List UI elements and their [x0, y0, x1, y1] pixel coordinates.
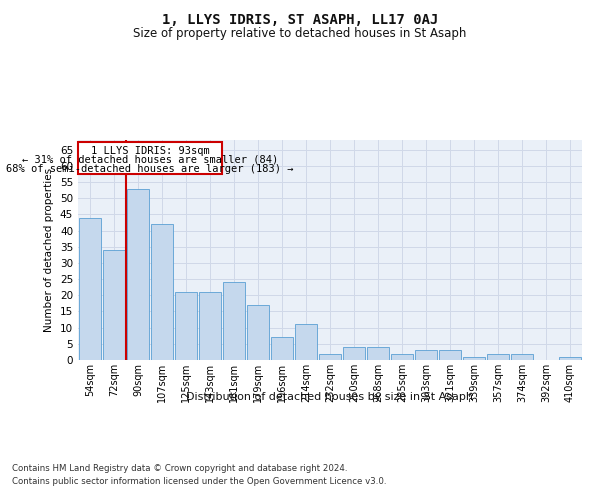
Bar — [103, 250, 125, 360]
Bar — [559, 357, 581, 360]
Bar — [367, 347, 389, 360]
Bar — [79, 142, 221, 174]
Text: 1 LLYS IDRIS: 93sqm: 1 LLYS IDRIS: 93sqm — [91, 146, 209, 156]
Bar — [439, 350, 461, 360]
Bar — [271, 338, 293, 360]
Y-axis label: Number of detached properties: Number of detached properties — [44, 168, 55, 332]
Bar — [247, 305, 269, 360]
Bar — [199, 292, 221, 360]
Bar — [175, 292, 197, 360]
Bar — [391, 354, 413, 360]
Text: Contains HM Land Registry data © Crown copyright and database right 2024.: Contains HM Land Registry data © Crown c… — [12, 464, 347, 473]
Bar — [415, 350, 437, 360]
Bar — [151, 224, 173, 360]
Text: Size of property relative to detached houses in St Asaph: Size of property relative to detached ho… — [133, 28, 467, 40]
Bar — [79, 218, 101, 360]
Text: Distribution of detached houses by size in St Asaph: Distribution of detached houses by size … — [187, 392, 473, 402]
Text: 68% of semi-detached houses are larger (183) →: 68% of semi-detached houses are larger (… — [6, 164, 294, 173]
Text: Contains public sector information licensed under the Open Government Licence v3: Contains public sector information licen… — [12, 478, 386, 486]
Bar — [487, 354, 509, 360]
Bar — [295, 324, 317, 360]
Bar — [511, 354, 533, 360]
Bar — [127, 188, 149, 360]
Bar — [223, 282, 245, 360]
Text: ← 31% of detached houses are smaller (84): ← 31% of detached houses are smaller (84… — [22, 154, 278, 164]
Text: 1, LLYS IDRIS, ST ASAPH, LL17 0AJ: 1, LLYS IDRIS, ST ASAPH, LL17 0AJ — [162, 12, 438, 26]
Bar — [319, 354, 341, 360]
Bar — [343, 347, 365, 360]
Bar — [463, 357, 485, 360]
